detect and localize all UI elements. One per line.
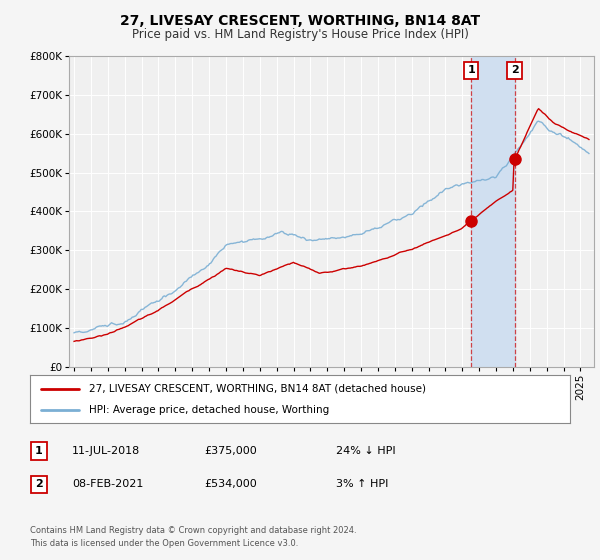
Text: 24% ↓ HPI: 24% ↓ HPI	[336, 446, 395, 456]
Text: 11-JUL-2018: 11-JUL-2018	[72, 446, 140, 456]
Text: 1: 1	[467, 66, 475, 76]
Text: 08-FEB-2021: 08-FEB-2021	[72, 479, 143, 489]
Text: Contains HM Land Registry data © Crown copyright and database right 2024.
This d: Contains HM Land Registry data © Crown c…	[30, 526, 356, 548]
Text: HPI: Average price, detached house, Worthing: HPI: Average price, detached house, Wort…	[89, 405, 329, 416]
Text: £534,000: £534,000	[204, 479, 257, 489]
Text: 27, LIVESAY CRESCENT, WORTHING, BN14 8AT: 27, LIVESAY CRESCENT, WORTHING, BN14 8AT	[120, 14, 480, 28]
Bar	[471, 56, 515, 367]
Text: 1: 1	[35, 446, 43, 456]
Text: 27, LIVESAY CRESCENT, WORTHING, BN14 8AT (detached house): 27, LIVESAY CRESCENT, WORTHING, BN14 8AT…	[89, 384, 427, 394]
Text: £375,000: £375,000	[204, 446, 257, 456]
Text: Price paid vs. HM Land Registry's House Price Index (HPI): Price paid vs. HM Land Registry's House …	[131, 28, 469, 41]
Text: 3% ↑ HPI: 3% ↑ HPI	[336, 479, 388, 489]
Text: 2: 2	[35, 479, 43, 489]
Text: 2: 2	[511, 66, 518, 76]
